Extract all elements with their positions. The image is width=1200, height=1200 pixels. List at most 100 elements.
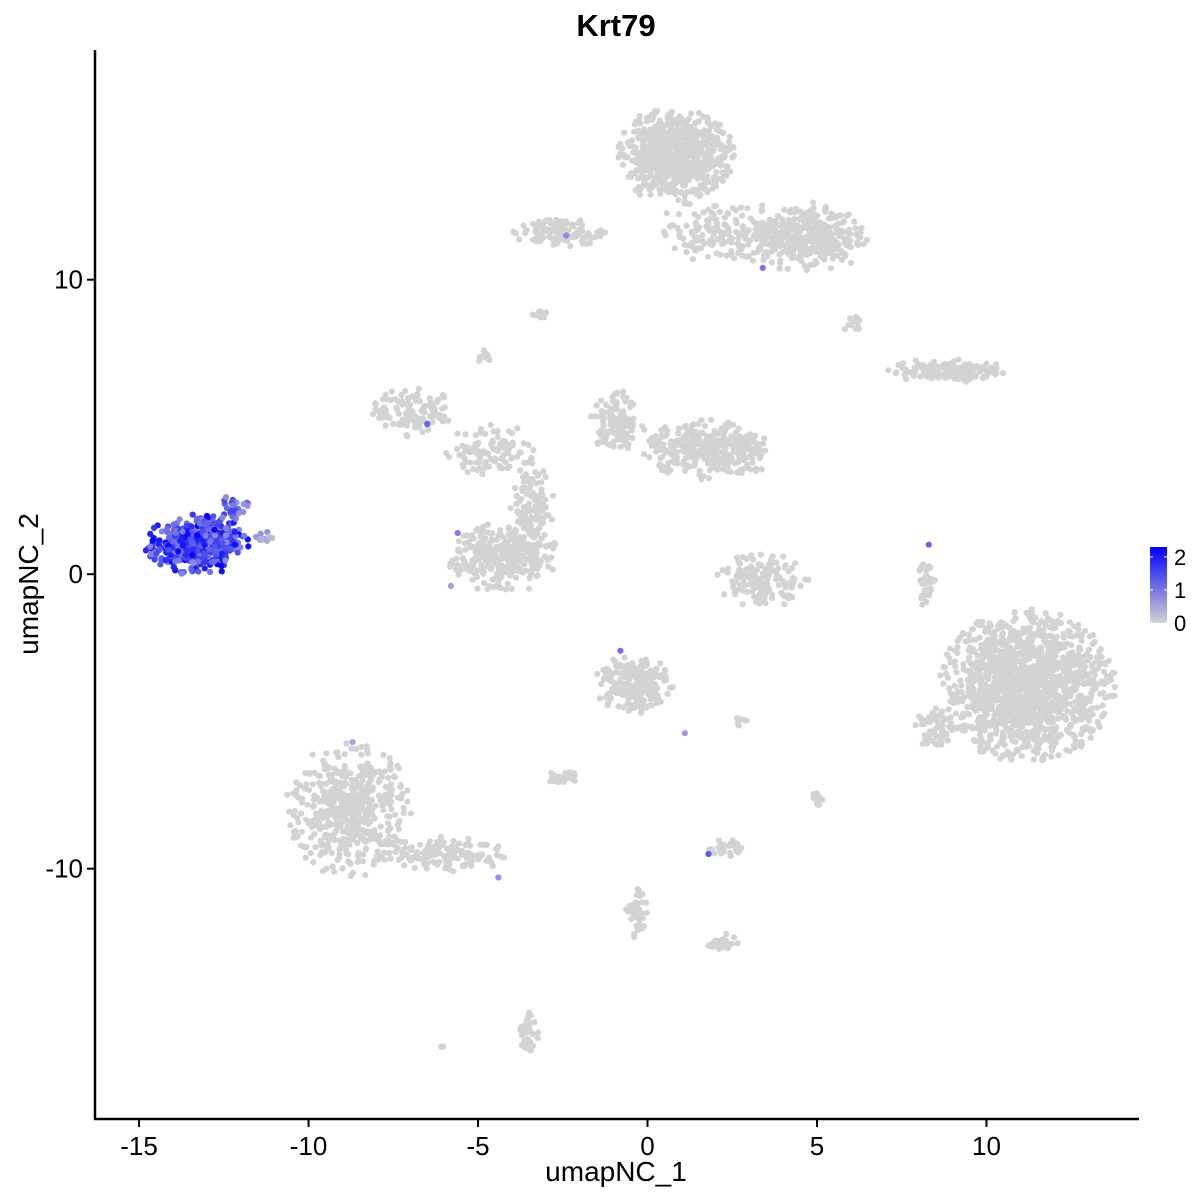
- cell-point: [712, 202, 720, 209]
- cell-point: [721, 591, 728, 598]
- cell-point: [742, 439, 749, 446]
- cell-point: [1082, 672, 1089, 680]
- cell-point: [671, 454, 678, 461]
- cell-point: [640, 451, 648, 458]
- cell-point: [723, 440, 731, 447]
- cell-point: [537, 558, 544, 566]
- cell-point: [709, 464, 716, 471]
- cell-point: [386, 813, 393, 820]
- cell-point: [1042, 691, 1049, 698]
- cell-point: [987, 646, 994, 653]
- cell-point: [609, 685, 616, 693]
- cell-point: [687, 110, 695, 117]
- cell-point: [885, 367, 892, 374]
- cell-point: [1028, 635, 1035, 642]
- cell-point: [489, 437, 496, 444]
- cell-point: [1063, 747, 1070, 754]
- cell-point: [789, 221, 796, 229]
- cell-point: [404, 400, 411, 407]
- cell-point: [1015, 643, 1022, 650]
- cell-point: [775, 581, 782, 588]
- cell-point: [954, 637, 961, 645]
- cell-point: [607, 677, 614, 684]
- cell-point: [598, 680, 605, 688]
- cell-point: [760, 440, 767, 447]
- cell-point: [637, 120, 644, 127]
- cell-point: [1092, 666, 1100, 673]
- cell-point: [933, 741, 941, 748]
- cell-point: [986, 732, 994, 740]
- cell-point: [403, 410, 410, 417]
- cell-point: [973, 707, 980, 714]
- cell-point: [409, 393, 416, 400]
- cell-point: [1087, 734, 1094, 742]
- cell-point: [715, 227, 722, 234]
- cell-point: [643, 117, 651, 125]
- cell-point: [378, 774, 385, 781]
- cell-point: [453, 555, 460, 562]
- cell-point: [735, 458, 742, 466]
- cell-point: [620, 408, 627, 416]
- cell-point: [543, 217, 550, 224]
- cell-point: [981, 689, 988, 696]
- cell-point: [558, 219, 565, 226]
- cell-point: [660, 677, 668, 684]
- cell-point: [946, 723, 953, 731]
- cell-point: [674, 139, 681, 146]
- cell-point: [304, 801, 311, 808]
- cell-point: [553, 216, 560, 223]
- cell-point: [556, 234, 563, 241]
- cell-point: [1079, 725, 1086, 732]
- cell-point: [1020, 735, 1027, 743]
- cell-point: [675, 196, 682, 204]
- cell-point: [514, 425, 521, 432]
- cell-point: [532, 225, 540, 232]
- cell-point: [579, 227, 586, 234]
- cell-point: [1068, 709, 1075, 716]
- cell-point: [472, 548, 479, 555]
- cell-point: [674, 224, 681, 232]
- cell-point: [343, 792, 350, 799]
- cell-point: [462, 448, 469, 455]
- cell-point: [782, 228, 790, 235]
- cell-point: [664, 690, 671, 698]
- cell-point: [331, 812, 338, 819]
- cell-point: [668, 116, 675, 123]
- cell-point: [803, 224, 810, 231]
- cell-point: [484, 585, 491, 593]
- cell-point: [396, 817, 403, 825]
- cell-point: [1000, 752, 1007, 759]
- cell-point: [937, 710, 944, 718]
- cell-point: [947, 645, 954, 652]
- cell-point: [701, 422, 709, 430]
- cell-point: [673, 150, 680, 157]
- cell-point: [664, 120, 672, 127]
- cell-point: [758, 562, 765, 569]
- cell-point: [1066, 628, 1073, 635]
- cell-point: [1040, 666, 1047, 673]
- cell-point: [681, 448, 688, 455]
- cell-point: [996, 653, 1004, 660]
- cell-point: [1043, 726, 1050, 733]
- cell-point: [771, 232, 778, 239]
- cell-point: [745, 227, 752, 234]
- cell-point: [791, 576, 798, 583]
- cell-point: [794, 222, 801, 229]
- cell-point: [966, 374, 973, 381]
- cell-point: [567, 243, 574, 250]
- cell-point: [284, 791, 291, 798]
- cell-point: [740, 228, 747, 236]
- cell-point: [587, 413, 595, 420]
- cell-point: [978, 364, 985, 371]
- cell-point: [516, 564, 523, 571]
- cell-point: [977, 713, 984, 721]
- cell-point: [498, 455, 505, 463]
- cell-point: [942, 664, 949, 671]
- cell-point: [509, 530, 516, 537]
- cell-point: [653, 162, 660, 169]
- cell-point: [611, 390, 619, 398]
- cell-point: [705, 133, 712, 140]
- cell-point: [701, 138, 708, 145]
- cell-point: [1054, 647, 1061, 655]
- cell-point: [736, 441, 743, 448]
